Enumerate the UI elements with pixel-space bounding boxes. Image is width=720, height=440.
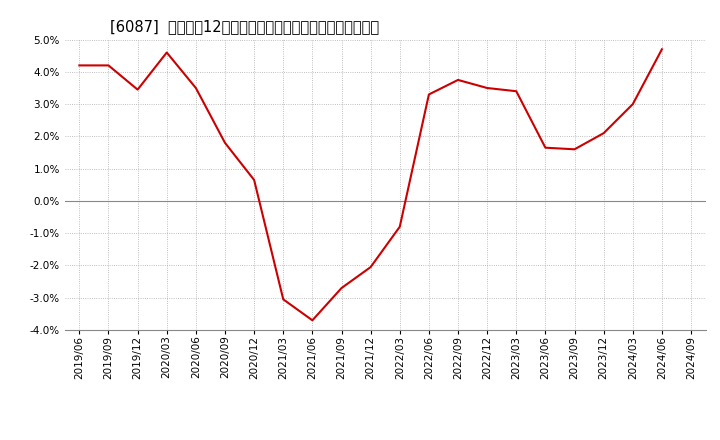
Text: [6087]  売上高の12か月移動合計の対前年同期増減率の推移: [6087] 売上高の12か月移動合計の対前年同期増減率の推移 <box>109 19 379 34</box>
